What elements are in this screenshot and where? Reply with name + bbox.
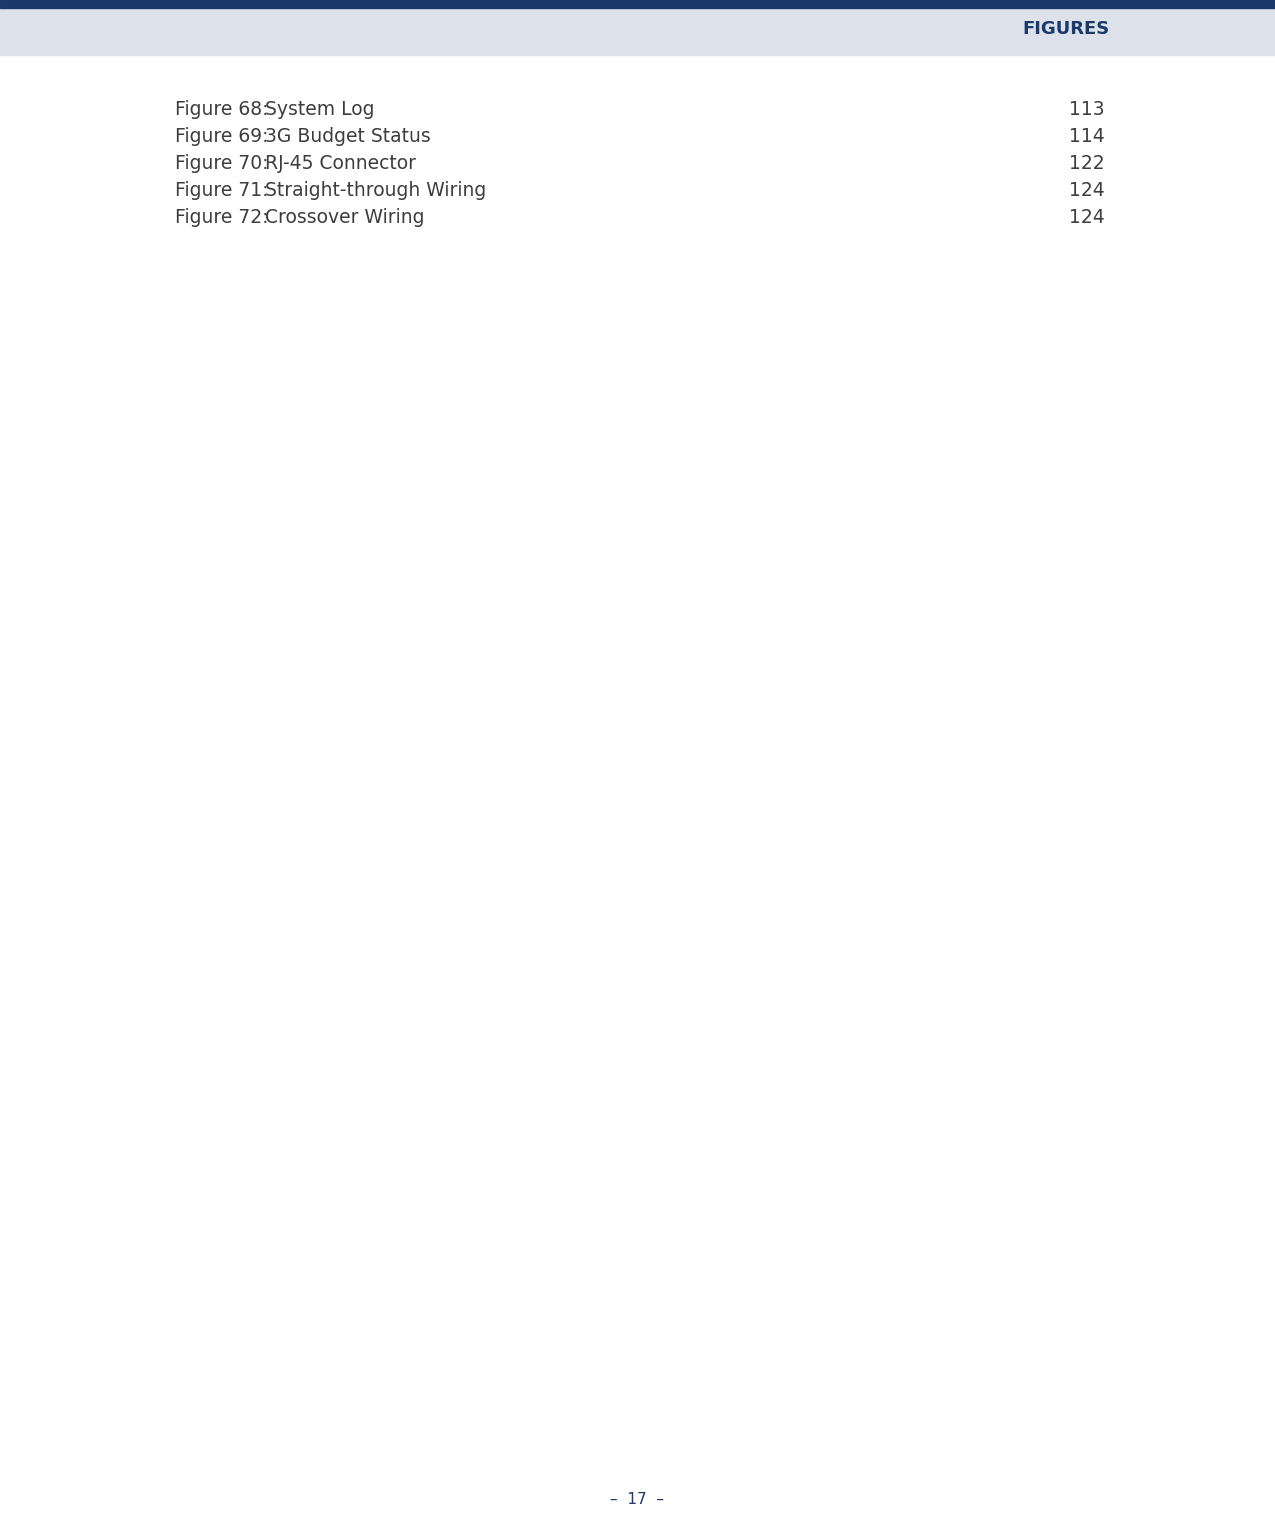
Text: Figure 70:: Figure 70: xyxy=(175,155,269,173)
Text: Figure 69:: Figure 69: xyxy=(175,127,269,146)
Text: 124: 124 xyxy=(1070,208,1105,227)
Bar xyxy=(0,0,1275,8)
Text: Crossover Wiring: Crossover Wiring xyxy=(265,208,425,227)
Text: Figure 71:: Figure 71: xyxy=(175,181,269,201)
Text: System Log: System Log xyxy=(265,100,375,119)
Text: Figure 72:: Figure 72: xyxy=(175,208,269,227)
Text: 113: 113 xyxy=(1070,100,1105,119)
Text: –  17  –: – 17 – xyxy=(611,1492,664,1507)
Bar xyxy=(0,0,1275,55)
Text: 124: 124 xyxy=(1070,181,1105,201)
Text: 114: 114 xyxy=(1070,127,1105,146)
Text: Straight-through Wiring: Straight-through Wiring xyxy=(265,181,486,201)
Text: RJ-45 Connector: RJ-45 Connector xyxy=(265,155,416,173)
Text: FIGURES: FIGURES xyxy=(1023,20,1111,37)
Text: 3G Budget Status: 3G Budget Status xyxy=(265,127,431,146)
Text: Figure 68:: Figure 68: xyxy=(175,100,269,119)
Text: 122: 122 xyxy=(1070,155,1105,173)
